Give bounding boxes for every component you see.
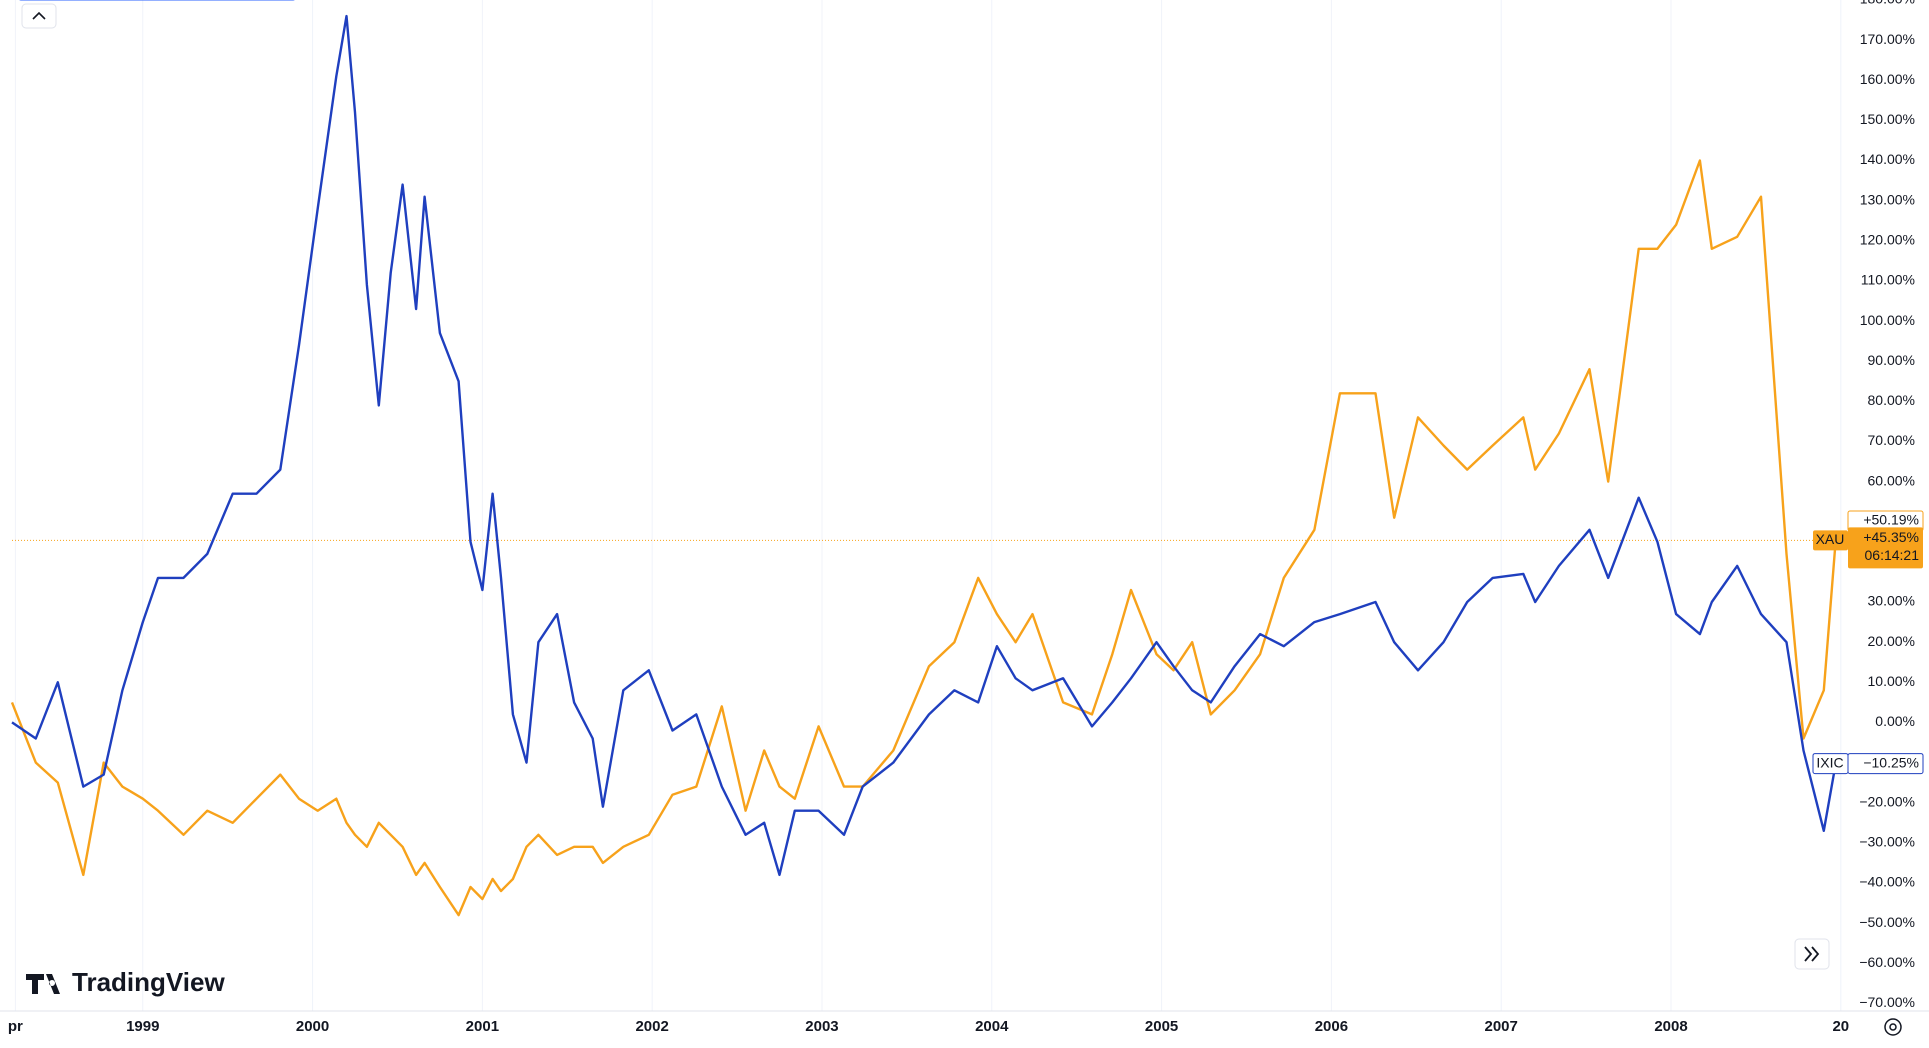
y-tick-label: 170.00%: [1860, 31, 1915, 47]
y-tick-label: −70.00%: [1859, 994, 1915, 1010]
y-tick-label: −60.00%: [1859, 954, 1915, 970]
y-tick-label: 100.00%: [1860, 312, 1915, 328]
y-tick-label: 70.00%: [1868, 432, 1915, 448]
series-line: [11, 14, 1837, 877]
high-label: +50.19%: [1863, 512, 1919, 528]
y-tick-label: 90.00%: [1868, 352, 1915, 368]
x-tick-label: 2005: [1145, 1018, 1178, 1035]
y-tick-label: 150.00%: [1860, 111, 1915, 127]
y-tick-label: 140.00%: [1860, 151, 1915, 167]
symbol-label: XAU: [1816, 531, 1845, 547]
price-label-box: [1848, 527, 1923, 569]
y-tick-label: 120.00%: [1860, 232, 1915, 248]
series-line: [10, 159, 1837, 917]
price-label-box: [1847, 753, 1924, 775]
y-tick-label: 110.00%: [1861, 272, 1915, 288]
y-tick-label: −30.00%: [1859, 834, 1915, 850]
y-tick-label: 180.00%: [1860, 0, 1915, 7]
y-tick-label: 80.00%: [1868, 392, 1915, 408]
x-tick-label: 2001: [466, 1018, 499, 1035]
symbol-label: IXIC: [1816, 754, 1843, 770]
countdown-label: 06:14:21: [1865, 547, 1920, 563]
y-tick-label: 20.00%: [1868, 633, 1915, 649]
lines-layer: [10, 14, 1837, 917]
x-tick-label: 2007: [1485, 1018, 1518, 1035]
y-tick-label: 30.00%: [1868, 593, 1915, 609]
y-tick-label: 10.00%: [1868, 673, 1915, 689]
grid-layer: [0, 0, 1929, 1012]
x-tick-label: 2003: [805, 1018, 838, 1035]
y-tick-label: −40.00%: [1859, 874, 1915, 890]
price-label: −10.25%: [1863, 754, 1919, 770]
x-tick-label: 2006: [1315, 1018, 1348, 1035]
settings-button[interactable]: [1884, 1018, 1902, 1036]
scroll-right-button[interactable]: [1794, 938, 1830, 970]
x-tick-label: 2004: [975, 1018, 1009, 1035]
y-tick-label: −50.00%: [1859, 914, 1915, 930]
y-tick-label: 0.00%: [1875, 713, 1915, 729]
x-tick-label: 1999: [126, 1018, 159, 1035]
collapse-button[interactable]: [21, 3, 57, 29]
symbol-box: [1813, 530, 1848, 551]
x-tick-label: 2008: [1654, 1018, 1687, 1035]
price-label: +45.35%: [1863, 529, 1919, 545]
y-tick-label: 160.00%: [1860, 71, 1915, 87]
x-tick-label: 20: [1832, 1018, 1849, 1035]
y-tick-label: 60.00%: [1868, 472, 1915, 488]
watermark: TradingView: [26, 967, 225, 997]
x-tick-label: 2000: [296, 1018, 329, 1035]
x-tick-label: 2002: [635, 1018, 668, 1035]
labels-layer: −70.00% −60.00% −50.00% −40.00% −30.00% −20.0…: [8, 0, 1924, 1035]
watermark-text: TradingView: [72, 967, 225, 997]
y-tick-label: −20.00%: [1859, 793, 1915, 809]
y-tick-label: 130.00%: [1860, 191, 1915, 207]
x-tick-label: pr: [8, 1018, 23, 1035]
